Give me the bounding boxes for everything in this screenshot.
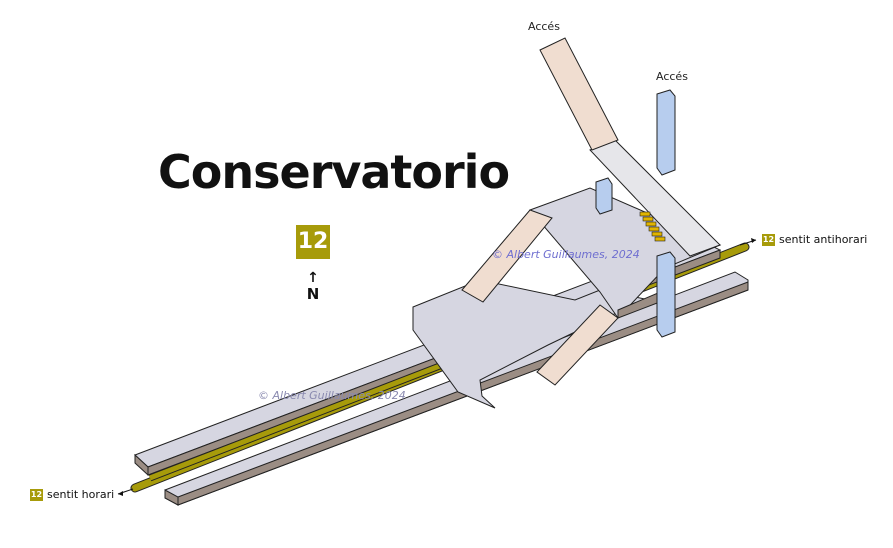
watermark-bottom: © Albert Guillaumes, 2024 bbox=[258, 389, 406, 402]
stair-left bbox=[461, 209, 553, 303]
north-indicator: ↑ N bbox=[303, 270, 323, 302]
access-stair bbox=[539, 37, 619, 151]
direction-label: sentit horari bbox=[47, 488, 115, 501]
upper-platform-end bbox=[134, 453, 149, 477]
north-label: N bbox=[306, 285, 320, 303]
direction-counterclockwise: 12 sentit antihorari bbox=[762, 233, 867, 246]
line-badge-small: 12 bbox=[762, 233, 775, 246]
line-badge: 12 bbox=[296, 225, 330, 259]
access-label-top: Accés bbox=[528, 20, 560, 33]
access-label-right: Accés bbox=[656, 70, 688, 83]
direction-label: sentit antihorari bbox=[779, 233, 868, 246]
arrow-antihorari-head bbox=[751, 238, 756, 243]
station-title: Conservatorio bbox=[158, 145, 510, 199]
escalator bbox=[639, 211, 666, 242]
elevator-top bbox=[656, 89, 676, 176]
elevator-bottom bbox=[656, 251, 676, 338]
line-badge-small: 12 bbox=[30, 488, 43, 501]
north-arrow-icon: ↑ bbox=[307, 270, 319, 286]
arrow-horari-head bbox=[118, 491, 123, 496]
elevator-mid bbox=[595, 177, 613, 215]
stair-lower bbox=[536, 304, 619, 386]
direction-clockwise: 12 sentit horari bbox=[30, 488, 114, 501]
watermark-top: © Albert Guillaumes, 2024 bbox=[492, 248, 640, 261]
